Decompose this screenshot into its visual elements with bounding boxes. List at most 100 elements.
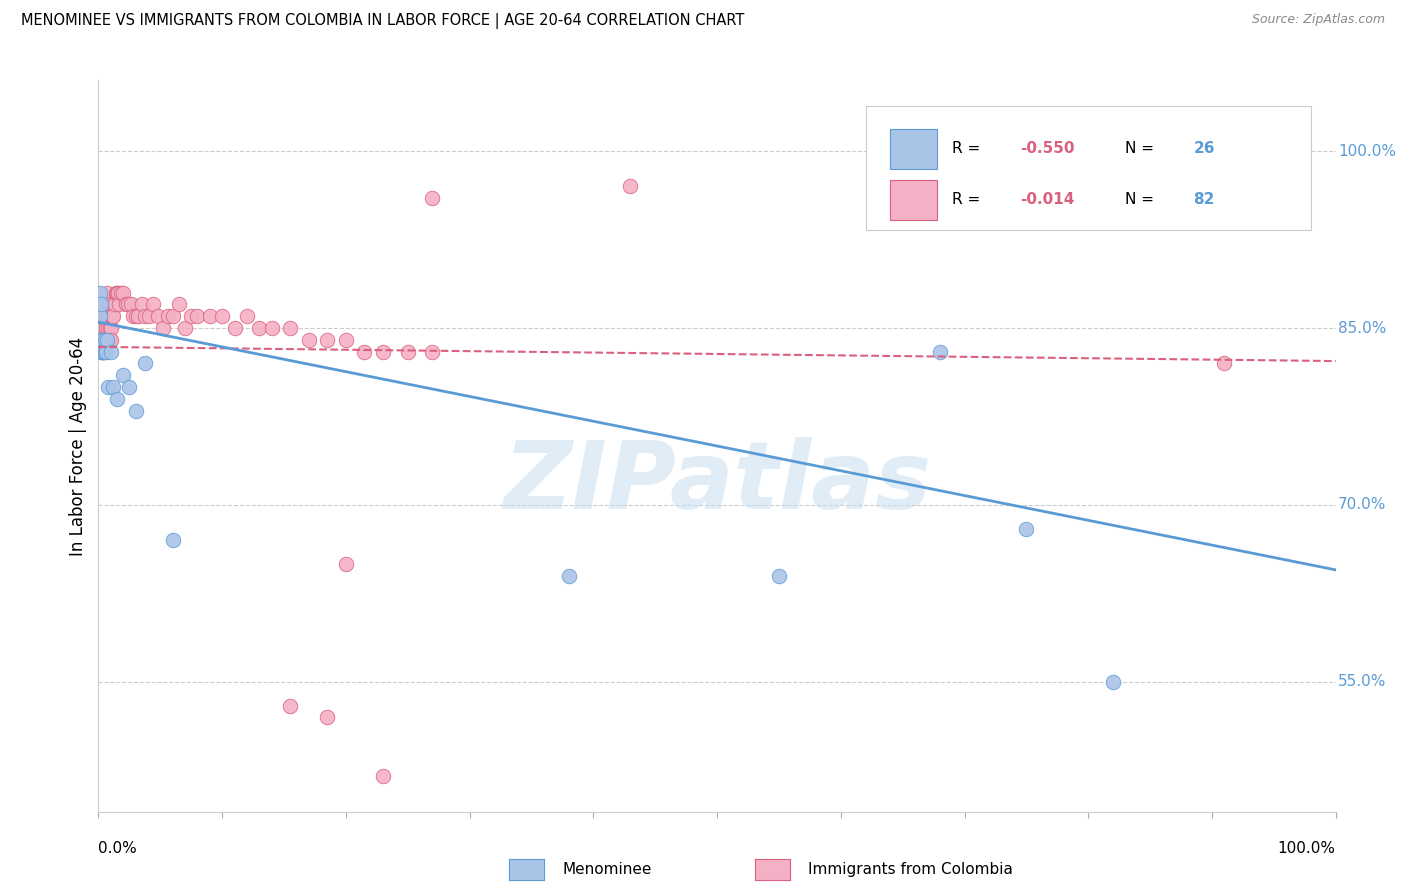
Text: R =: R = — [952, 141, 986, 156]
Point — [90, 321, 112, 335]
Point — [97, 310, 120, 324]
Point — [103, 297, 125, 311]
Point — [127, 310, 149, 324]
Text: 100.0%: 100.0% — [1278, 841, 1336, 856]
Point — [96, 310, 118, 324]
Text: 82: 82 — [1194, 193, 1215, 207]
Point — [1015, 522, 1038, 536]
Point — [120, 297, 142, 311]
Point — [93, 333, 115, 347]
Point — [247, 321, 270, 335]
Point — [90, 297, 112, 311]
Point — [93, 333, 115, 347]
Point — [557, 568, 579, 582]
FancyBboxPatch shape — [890, 128, 938, 169]
Point — [236, 310, 259, 324]
Point — [103, 380, 125, 394]
Point — [93, 333, 115, 347]
Point — [134, 310, 156, 324]
Point — [93, 321, 115, 335]
Point — [103, 310, 125, 324]
Y-axis label: In Labor Force | Age 20-64: In Labor Force | Age 20-64 — [69, 336, 87, 556]
Point — [90, 333, 112, 347]
Point — [371, 344, 394, 359]
Point — [91, 321, 114, 335]
Text: 0.0%: 0.0% — [98, 841, 138, 856]
Point — [96, 333, 118, 347]
Point — [94, 344, 117, 359]
Point — [93, 321, 115, 335]
Text: Immigrants from Colombia: Immigrants from Colombia — [808, 863, 1014, 877]
Point — [94, 333, 117, 347]
Point — [278, 321, 301, 335]
Point — [118, 380, 141, 394]
Point — [94, 333, 117, 347]
Point — [90, 333, 112, 347]
Point — [335, 333, 357, 347]
Text: -0.550: -0.550 — [1021, 141, 1074, 156]
Point — [89, 310, 111, 324]
Point — [91, 333, 114, 347]
Point — [278, 698, 301, 713]
Text: N =: N = — [1125, 141, 1159, 156]
Point — [93, 333, 115, 347]
Point — [138, 310, 160, 324]
Point — [131, 297, 153, 311]
Point — [89, 333, 111, 347]
FancyBboxPatch shape — [866, 106, 1310, 230]
Point — [260, 321, 283, 335]
Point — [316, 333, 339, 347]
Point — [186, 310, 208, 324]
Point — [89, 285, 111, 300]
Point — [162, 310, 184, 324]
Point — [180, 310, 202, 324]
Point — [134, 356, 156, 370]
Point — [114, 297, 136, 311]
Point — [100, 344, 122, 359]
Text: 100.0%: 100.0% — [1339, 144, 1396, 159]
Point — [371, 769, 394, 783]
Point — [93, 321, 115, 335]
Point — [396, 344, 419, 359]
Point — [1102, 675, 1125, 690]
Text: 55.0%: 55.0% — [1339, 674, 1386, 690]
Point — [89, 321, 111, 335]
Point — [98, 333, 121, 347]
FancyBboxPatch shape — [890, 180, 938, 220]
Point — [105, 285, 128, 300]
Text: ZIPatlas: ZIPatlas — [503, 436, 931, 529]
Point — [94, 321, 117, 335]
Point — [100, 333, 122, 347]
Point — [97, 297, 120, 311]
Point — [107, 285, 129, 300]
Point — [101, 310, 124, 324]
Point — [110, 285, 132, 300]
Text: 85.0%: 85.0% — [1339, 320, 1386, 335]
Point — [93, 333, 115, 347]
Point — [316, 710, 339, 724]
Text: -0.014: -0.014 — [1021, 193, 1074, 207]
Point — [112, 285, 135, 300]
Point — [122, 310, 145, 324]
Point — [353, 344, 375, 359]
Point — [93, 344, 115, 359]
Point — [124, 310, 146, 324]
Point — [93, 344, 115, 359]
Point — [298, 333, 321, 347]
Point — [224, 321, 246, 335]
Point — [91, 344, 114, 359]
Point — [90, 333, 112, 347]
Text: Menominee: Menominee — [562, 863, 652, 877]
Point — [198, 310, 221, 324]
Point — [146, 310, 169, 324]
Point — [98, 321, 121, 335]
Point — [96, 285, 118, 300]
Point — [211, 310, 233, 324]
Text: 70.0%: 70.0% — [1339, 498, 1386, 513]
Point — [422, 344, 444, 359]
Point — [104, 285, 127, 300]
Point — [89, 310, 111, 324]
Point — [928, 344, 950, 359]
Point — [105, 392, 128, 406]
Point — [91, 333, 114, 347]
